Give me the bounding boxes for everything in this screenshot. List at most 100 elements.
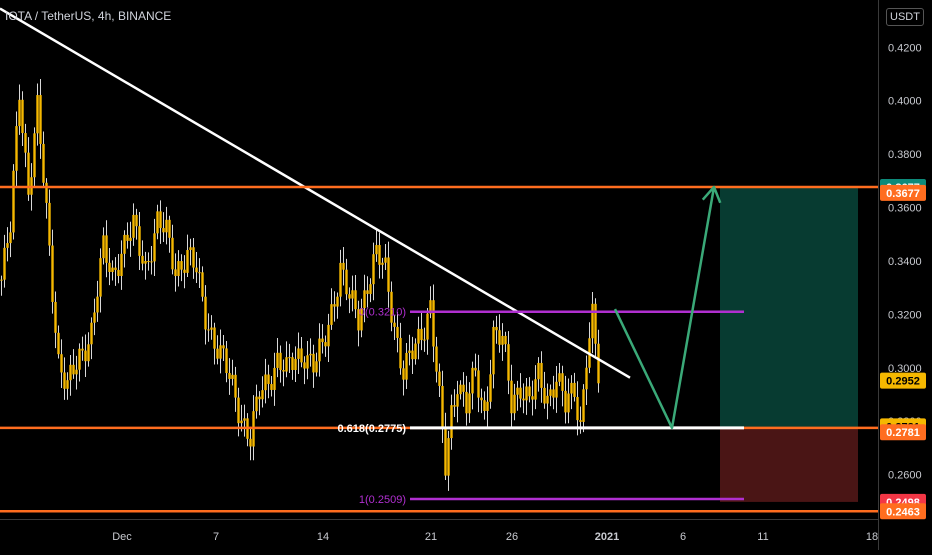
candle-body bbox=[489, 374, 492, 402]
candle-body bbox=[216, 348, 219, 359]
candle-body bbox=[366, 290, 369, 294]
candle-body bbox=[591, 303, 594, 339]
candle-body bbox=[12, 170, 15, 233]
candle-body bbox=[114, 267, 117, 270]
candle-body bbox=[522, 398, 525, 401]
candle-body bbox=[168, 219, 171, 238]
candle-body bbox=[516, 387, 519, 395]
candle-body bbox=[291, 357, 294, 370]
candle-body bbox=[84, 350, 87, 362]
candle-body bbox=[390, 291, 393, 323]
candle-body bbox=[33, 133, 36, 178]
candle-body bbox=[126, 234, 129, 241]
candle-body bbox=[279, 352, 282, 371]
x-tick-label: 18 bbox=[866, 531, 878, 543]
candle-body bbox=[519, 387, 522, 399]
candle-body bbox=[285, 357, 288, 372]
candle-body bbox=[525, 386, 528, 401]
candle-body bbox=[477, 370, 480, 398]
candle-body bbox=[321, 338, 324, 343]
x-tick-label: 21 bbox=[425, 531, 437, 543]
candle-body bbox=[474, 367, 477, 371]
candle-body bbox=[9, 232, 12, 244]
candle-body bbox=[399, 337, 402, 369]
candle-body bbox=[261, 390, 264, 400]
candle-body bbox=[597, 343, 600, 384]
price-tag-label: 0.2952 bbox=[886, 376, 920, 388]
candle-body bbox=[450, 405, 453, 439]
candle-body bbox=[306, 355, 309, 369]
chart-title: IOTA / TetherUS, 4h, BINANCE bbox=[5, 9, 172, 23]
candle-body bbox=[405, 352, 408, 380]
candle-body bbox=[492, 326, 495, 375]
candle-body bbox=[423, 339, 426, 341]
fib-label-0: 0(0.3210) bbox=[359, 307, 406, 319]
y-tick-label: 0.2600 bbox=[888, 470, 922, 482]
y-tick-label: 0.4000 bbox=[888, 96, 922, 108]
x-tick-label: 2021 bbox=[595, 531, 619, 543]
y-tick-label: 0.3200 bbox=[888, 309, 922, 321]
candle-body bbox=[543, 387, 546, 404]
candle-body bbox=[45, 182, 48, 203]
candle-body bbox=[462, 384, 465, 392]
time-axis-bg bbox=[0, 519, 878, 550]
candle-body bbox=[552, 389, 555, 398]
candle-body bbox=[99, 258, 102, 297]
candle-body bbox=[138, 226, 141, 256]
candle-body bbox=[336, 296, 339, 307]
candle-body bbox=[72, 364, 75, 375]
candle-body bbox=[141, 255, 144, 264]
candle-body bbox=[135, 214, 138, 227]
projection-arrow bbox=[613, 186, 716, 430]
candle-body bbox=[24, 133, 27, 153]
candle-body bbox=[528, 386, 531, 397]
candle-body bbox=[270, 384, 273, 390]
currency-label[interactable]: USDT bbox=[886, 8, 924, 26]
candle-body bbox=[456, 394, 459, 407]
candle-body bbox=[357, 309, 360, 331]
candle-body bbox=[267, 374, 270, 385]
candle-body bbox=[435, 346, 438, 372]
candle-body bbox=[303, 362, 306, 369]
candle-body bbox=[57, 332, 60, 355]
y-tick-label: 0.3800 bbox=[888, 149, 922, 161]
price-tag-label: 0.2781 bbox=[886, 427, 920, 439]
price-axis-bg bbox=[878, 0, 932, 550]
candle-body bbox=[495, 326, 498, 331]
candle-body bbox=[282, 370, 285, 372]
candle-body bbox=[348, 294, 351, 299]
price-tag-bg bbox=[880, 424, 926, 441]
candle-body bbox=[3, 247, 6, 280]
candle-body bbox=[159, 211, 162, 229]
candle-body bbox=[0, 279, 3, 281]
candle-body bbox=[561, 373, 564, 391]
candle-body bbox=[234, 374, 237, 398]
candle-body bbox=[240, 420, 243, 424]
candle-body bbox=[471, 367, 474, 394]
candle-body bbox=[315, 361, 318, 373]
candle-body bbox=[96, 296, 99, 313]
projection-arrowhead bbox=[701, 185, 722, 204]
candle-body bbox=[36, 95, 39, 134]
candle-body bbox=[351, 290, 354, 299]
candle-body bbox=[309, 353, 312, 356]
candle-body bbox=[183, 269, 186, 273]
candle-body bbox=[384, 257, 387, 263]
candle-body bbox=[219, 345, 222, 359]
candle-body bbox=[558, 373, 561, 382]
y-tick-label: 0.4200 bbox=[888, 42, 922, 54]
y-tick-label: 0.3400 bbox=[888, 256, 922, 268]
candle-body bbox=[75, 369, 78, 375]
profit-zone bbox=[720, 186, 858, 428]
candle-body bbox=[117, 269, 120, 276]
candle-body bbox=[276, 352, 279, 368]
candle-body bbox=[555, 381, 558, 398]
candle-body bbox=[378, 245, 381, 265]
candle-body bbox=[102, 235, 105, 259]
candle-body bbox=[288, 357, 291, 359]
candle-body bbox=[66, 380, 69, 389]
candle-body bbox=[342, 262, 345, 270]
candle-body bbox=[63, 372, 66, 389]
